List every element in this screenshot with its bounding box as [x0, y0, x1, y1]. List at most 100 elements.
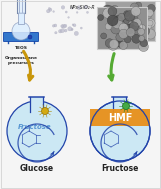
Circle shape [108, 7, 117, 16]
Circle shape [110, 32, 116, 39]
Circle shape [60, 29, 64, 33]
Circle shape [12, 22, 30, 40]
Circle shape [119, 29, 128, 39]
Circle shape [132, 25, 141, 34]
Circle shape [146, 28, 153, 35]
Circle shape [115, 40, 120, 46]
Circle shape [71, 28, 73, 30]
Circle shape [74, 31, 78, 36]
Circle shape [48, 7, 51, 10]
Circle shape [116, 24, 121, 29]
Circle shape [146, 9, 153, 16]
FancyBboxPatch shape [30, 97, 43, 112]
Circle shape [111, 32, 121, 41]
Circle shape [145, 23, 151, 29]
FancyBboxPatch shape [18, 12, 24, 24]
Circle shape [116, 33, 124, 41]
Circle shape [145, 12, 152, 18]
Circle shape [140, 25, 146, 30]
Circle shape [124, 11, 135, 21]
Circle shape [72, 24, 74, 26]
Circle shape [109, 26, 117, 35]
Circle shape [105, 23, 112, 30]
Circle shape [42, 108, 48, 115]
Circle shape [102, 8, 112, 18]
Circle shape [146, 29, 156, 39]
Circle shape [133, 17, 141, 25]
Circle shape [114, 9, 125, 20]
Circle shape [106, 5, 113, 13]
FancyBboxPatch shape [105, 1, 155, 41]
Circle shape [132, 23, 139, 29]
Circle shape [108, 40, 118, 50]
Circle shape [55, 32, 57, 34]
Circle shape [140, 39, 147, 47]
Circle shape [49, 8, 52, 11]
Circle shape [68, 17, 69, 18]
Circle shape [64, 24, 67, 28]
Circle shape [141, 27, 150, 36]
Circle shape [113, 15, 123, 26]
Circle shape [102, 26, 112, 35]
Text: NPs-SiO₂-R: NPs-SiO₂-R [70, 5, 96, 10]
Circle shape [52, 25, 55, 27]
Circle shape [118, 13, 126, 21]
Circle shape [68, 27, 72, 31]
Circle shape [86, 11, 89, 13]
Circle shape [133, 10, 139, 16]
Circle shape [54, 24, 57, 27]
Circle shape [117, 41, 124, 47]
Circle shape [137, 26, 147, 36]
Circle shape [139, 36, 145, 41]
Circle shape [105, 39, 114, 47]
Circle shape [61, 5, 65, 9]
Circle shape [133, 19, 141, 27]
Circle shape [84, 5, 88, 9]
Circle shape [80, 27, 82, 29]
Circle shape [64, 29, 67, 32]
Circle shape [119, 41, 128, 50]
Circle shape [114, 11, 123, 20]
FancyBboxPatch shape [97, 7, 147, 49]
Circle shape [147, 20, 153, 26]
Circle shape [130, 3, 139, 11]
Circle shape [104, 32, 113, 41]
Circle shape [76, 12, 78, 13]
Circle shape [132, 34, 141, 43]
Text: Fructose: Fructose [18, 124, 52, 130]
Circle shape [107, 30, 117, 41]
Circle shape [138, 28, 145, 35]
Circle shape [136, 24, 142, 29]
Circle shape [62, 24, 66, 28]
Circle shape [28, 35, 32, 39]
Circle shape [109, 28, 116, 34]
Circle shape [111, 5, 119, 14]
Circle shape [111, 23, 121, 34]
Circle shape [137, 32, 146, 41]
Circle shape [73, 24, 76, 27]
Circle shape [112, 18, 123, 29]
Circle shape [135, 2, 142, 9]
Circle shape [124, 11, 130, 16]
Circle shape [53, 11, 55, 12]
Circle shape [124, 24, 134, 34]
Circle shape [147, 19, 155, 27]
Circle shape [61, 25, 64, 28]
Circle shape [119, 23, 128, 33]
Circle shape [106, 25, 115, 34]
Circle shape [58, 29, 62, 33]
FancyBboxPatch shape [4, 33, 38, 42]
Circle shape [109, 40, 119, 49]
Circle shape [131, 7, 141, 16]
Circle shape [123, 102, 129, 109]
Circle shape [127, 31, 137, 41]
Circle shape [109, 28, 118, 36]
Circle shape [129, 22, 138, 31]
FancyBboxPatch shape [17, 0, 25, 13]
Circle shape [126, 28, 135, 37]
Circle shape [71, 7, 73, 9]
Circle shape [71, 29, 73, 31]
Circle shape [124, 36, 131, 43]
Circle shape [124, 26, 131, 34]
Circle shape [90, 101, 150, 161]
